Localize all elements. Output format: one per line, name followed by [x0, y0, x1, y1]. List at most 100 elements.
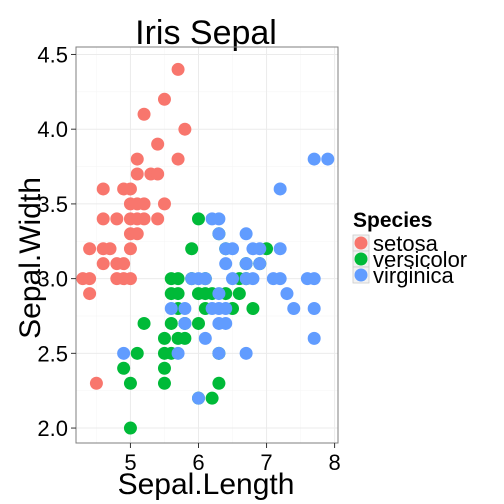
- data-point-virginica: [239, 346, 253, 360]
- data-point-setosa: [83, 242, 97, 256]
- data-point-virginica: [321, 152, 335, 166]
- data-point-virginica: [164, 302, 178, 316]
- data-point-virginica: [117, 346, 131, 360]
- data-point-virginica: [212, 212, 226, 226]
- data-point-versicolor: [157, 331, 171, 345]
- data-point-versicolor: [205, 391, 219, 405]
- data-point-virginica: [219, 316, 233, 330]
- data-point-virginica: [287, 302, 301, 316]
- y-tick-label: 3.0: [37, 267, 68, 292]
- data-point-versicolor: [212, 376, 226, 390]
- data-point-virginica: [307, 302, 321, 316]
- data-point-virginica: [307, 331, 321, 345]
- data-point-virginica: [226, 242, 240, 256]
- data-point-setosa: [123, 182, 137, 196]
- data-point-virginica: [191, 391, 205, 405]
- data-point-virginica: [307, 272, 321, 286]
- data-point-virginica: [273, 182, 287, 196]
- legend-swatch: [354, 268, 368, 282]
- data-point-virginica: [273, 272, 287, 286]
- x-axis-label: Sepal.Length: [118, 468, 295, 501]
- data-point-virginica: [239, 227, 253, 241]
- data-point-virginica: [239, 257, 253, 271]
- data-point-virginica: [198, 331, 212, 345]
- legend-item-virginica: virginica: [352, 263, 454, 288]
- data-point-setosa: [89, 376, 103, 390]
- x-tick-label: 8: [328, 450, 340, 475]
- data-point-versicolor: [130, 346, 144, 360]
- data-point-versicolor: [171, 272, 185, 286]
- y-axis-label: Sepal.Width: [14, 177, 47, 339]
- data-point-setosa: [157, 197, 171, 211]
- x-axis-ticks: 5 6 7 8: [124, 443, 341, 475]
- data-point-setosa: [151, 167, 165, 181]
- data-point-setosa: [137, 107, 151, 121]
- plot-grid: [76, 47, 338, 443]
- data-point-setosa: [151, 212, 165, 226]
- x-tick-label: 6: [192, 450, 204, 475]
- data-point-virginica: [178, 316, 192, 330]
- data-point-versicolor: [123, 421, 137, 435]
- data-point-virginica: [219, 257, 233, 271]
- data-point-setosa: [171, 152, 185, 166]
- data-point-setosa: [178, 122, 192, 136]
- data-point-setosa: [83, 272, 97, 286]
- data-point-versicolor: [185, 242, 199, 256]
- x-tick-label: 5: [124, 450, 136, 475]
- y-tick-label: 3.5: [37, 192, 68, 217]
- y-tick-label: 2.5: [37, 341, 68, 366]
- data-point-virginica: [212, 227, 226, 241]
- legend-item-versicolor: versicolor: [352, 247, 467, 272]
- data-point-versicolor: [157, 376, 171, 390]
- data-point-virginica: [212, 346, 226, 360]
- data-point-setosa: [123, 272, 137, 286]
- legend-label: setosa: [373, 231, 439, 256]
- y-tick-label: 4.5: [37, 42, 68, 67]
- data-point-setosa: [130, 227, 144, 241]
- data-point-setosa: [96, 212, 110, 226]
- data-point-versicolor: [164, 316, 178, 330]
- data-point-versicolor: [137, 316, 151, 330]
- data-point-versicolor: [246, 302, 260, 316]
- data-point-versicolor: [178, 331, 192, 345]
- plot-frame: [75, 46, 339, 444]
- data-point-setosa: [96, 257, 110, 271]
- data-point-virginica: [226, 272, 240, 286]
- data-point-versicolor: [191, 212, 205, 226]
- data-point-virginica: [198, 272, 212, 286]
- data-point-setosa: [130, 152, 144, 166]
- y-axis-ticks: 2.0 2.5 3.0 3.5 4.0 4.5: [37, 42, 76, 441]
- data-points: [76, 62, 335, 435]
- data-point-versicolor: [232, 287, 246, 301]
- data-point-virginica: [280, 287, 294, 301]
- data-point-versicolor: [171, 287, 185, 301]
- y-tick-label: 2.0: [37, 416, 68, 441]
- x-tick-label: 7: [260, 450, 272, 475]
- legend-swatch: [354, 252, 368, 266]
- data-point-versicolor: [191, 316, 205, 330]
- data-point-virginica: [253, 242, 267, 256]
- data-point-virginica: [307, 152, 321, 166]
- legend-label: virginica: [373, 263, 454, 288]
- data-point-versicolor: [157, 361, 171, 375]
- data-point-setosa: [157, 92, 171, 106]
- data-point-setosa: [137, 197, 151, 211]
- data-point-setosa: [96, 182, 110, 196]
- chart-title: Iris Sepal: [135, 14, 277, 52]
- data-point-versicolor: [117, 361, 131, 375]
- data-point-virginica: [219, 302, 233, 316]
- data-point-versicolor: [123, 376, 137, 390]
- legend-label: versicolor: [373, 247, 467, 272]
- legend-swatch: [354, 236, 368, 250]
- data-point-setosa: [171, 62, 185, 76]
- data-point-virginica: [253, 257, 267, 271]
- data-point-setosa: [103, 242, 117, 256]
- data-point-setosa: [137, 212, 151, 226]
- data-point-setosa: [117, 257, 131, 271]
- data-point-virginica: [212, 287, 226, 301]
- data-point-virginica: [273, 242, 287, 256]
- data-point-setosa: [110, 212, 124, 226]
